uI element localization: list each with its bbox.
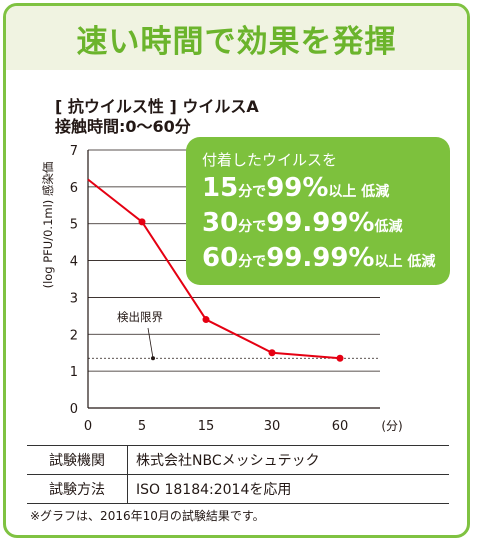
y-tick-label: 5 xyxy=(70,218,78,233)
data-point xyxy=(138,218,146,226)
callout-suffix: 以上 低減 xyxy=(374,254,436,270)
contact-time: 接触時間:0〜60分 xyxy=(55,117,191,136)
callout-intro: 付着したウイルスを xyxy=(202,151,338,169)
x-tick-label: 0 xyxy=(84,419,92,434)
callout-time: 15 xyxy=(202,173,239,203)
info-key: 試験方法 xyxy=(27,474,128,504)
x-tick-label: 60 xyxy=(332,419,349,434)
callout-time: 60 xyxy=(202,243,239,273)
x-tick-label: 15 xyxy=(198,419,215,434)
chart-ticks: 0 1 2 3 4 5 6 7 0 5 15 30 60 (分) xyxy=(70,144,403,434)
detection-limit-leader xyxy=(147,327,154,359)
callout-suffix: 低減 xyxy=(374,219,403,235)
x-tick-label: 5 xyxy=(138,419,146,434)
data-point xyxy=(336,354,344,362)
footnote: ※グラフは、2016年10月の試験結果です。 xyxy=(30,509,265,523)
x-tick-label: 30 xyxy=(264,419,281,434)
y-tick-label: 2 xyxy=(70,328,78,343)
chart-labels: (log PFU/0.1ml) 感染価 xyxy=(41,162,55,289)
callout-row-3: 60分で99.99%以上 低減 xyxy=(202,243,435,273)
callout-unit: 分で xyxy=(238,254,267,270)
test-subject: [ 抗ウイルス性 ] ウイルスA xyxy=(55,97,259,116)
callout-row-1: 15分で99%以上 低減 xyxy=(202,173,389,203)
callout-unit: 分で xyxy=(238,219,267,235)
detection-limit-dot xyxy=(151,356,155,361)
y-axis-label: (log PFU/0.1ml) 感染価 xyxy=(41,162,55,289)
info-value: 株式会社NBCメッシュテック xyxy=(127,445,449,475)
test-info-table: 試験機関 株式会社NBCメッシュテック 試験方法 ISO 18184:2014を… xyxy=(27,445,449,504)
y-tick-label: 0 xyxy=(70,402,78,417)
callout-value: 99.99% xyxy=(266,208,375,238)
callout-suffix: 以上 低減 xyxy=(328,184,390,200)
y-tick-label: 3 xyxy=(70,291,78,306)
info-value: ISO 18184:2014を応用 xyxy=(127,474,449,504)
page-title: 速い時間で効果を発揮 xyxy=(76,24,397,60)
detection-limit-label: 検出限界 xyxy=(117,310,163,324)
data-point xyxy=(202,316,210,324)
x-unit-label: (分) xyxy=(381,419,402,433)
callout-time: 30 xyxy=(202,208,239,238)
callout-row-2: 30分で99.99%低減 xyxy=(202,208,402,238)
y-tick-label: 4 xyxy=(70,255,78,270)
y-tick-label: 1 xyxy=(70,365,78,380)
result-callout: 付着したウイルスを 15分で99%以上 低減 30分で99.99%低減 60分で… xyxy=(186,137,450,285)
table-row: 試験方法 ISO 18184:2014を応用 xyxy=(27,474,449,504)
chart-series xyxy=(87,178,344,362)
y-tick-label: 6 xyxy=(70,181,78,196)
detection-limit: 検出限界 xyxy=(88,310,380,361)
chart-axes xyxy=(87,150,380,409)
callout-value: 99.99% xyxy=(266,243,375,273)
callout-value: 99% xyxy=(266,173,329,203)
y-tick-label: 7 xyxy=(70,144,78,159)
data-point xyxy=(268,349,276,357)
title-banner: 速い時間で効果を発揮 xyxy=(6,6,467,70)
table-row: 試験機関 株式会社NBCメッシュテック xyxy=(27,445,449,475)
info-key: 試験機関 xyxy=(27,445,128,475)
callout-unit: 分で xyxy=(238,184,267,200)
